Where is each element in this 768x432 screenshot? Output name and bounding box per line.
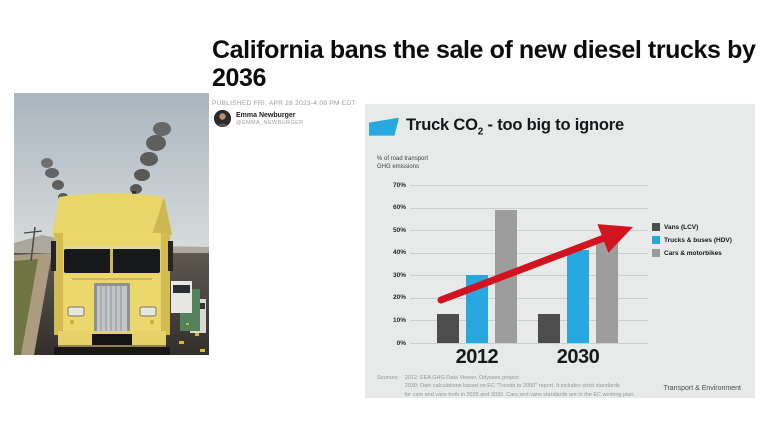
x-axis-label-2012: 2012 <box>455 346 499 368</box>
chart-credit: Transport & Environment <box>663 385 741 392</box>
bar-cars-motorbikes <box>596 236 619 343</box>
legend-swatch <box>652 223 660 231</box>
y-tick-label: 50% <box>392 226 406 234</box>
y-tick-label: 70% <box>392 181 406 189</box>
legend-row: Trucks & buses (HDV) <box>652 236 732 244</box>
sources-line-3: for cars and vans both in 2025 and 2030.… <box>404 391 635 398</box>
legend-label: Trucks & buses (HDV) <box>664 236 732 244</box>
bar-group-2012 <box>436 209 517 343</box>
chart-title-row: Truck CO2 - too big to ignore <box>369 116 624 137</box>
legend-label: Vans (LCV) <box>664 223 699 231</box>
author-handle[interactable]: @EMMA_NEWBURGER <box>236 120 304 127</box>
blue-flag-icon <box>369 117 399 136</box>
article-photo-truck <box>14 93 209 355</box>
sources-line-1: 2012: EEA GHG Data Viewer, Odyssee proje… <box>404 375 519 381</box>
truck-photo-illustration <box>14 93 209 355</box>
plot-area: 0% 10% 20% 30% 40% 50% 60% 70% 2012 2030 <box>393 182 648 368</box>
person-photo-icon <box>214 110 231 127</box>
y-axis-label-line1: % of road transport <box>377 156 429 162</box>
gridline <box>410 320 648 322</box>
gridline <box>410 185 648 186</box>
chart-title: Truck CO2 - too big to ignore <box>406 116 624 137</box>
bar-vans-lcv- <box>538 313 561 343</box>
y-tick-label: 40% <box>392 249 406 257</box>
legend-row: Vans (LCV) <box>652 223 732 231</box>
chart-sources: Sources: 2012: EEA GHG Data Viewer, Odys… <box>377 374 635 399</box>
y-tick-label: 0% <box>396 339 406 347</box>
bar-trucks-buses-hdv- <box>465 275 488 343</box>
sources-line-2: 2030: Own calculations based on EC "Tren… <box>404 383 620 390</box>
sources-lines: 2012: EEA GHG Data Viewer, Odyssee proje… <box>405 374 635 399</box>
y-tick-label: 10% <box>392 316 406 324</box>
gridline <box>410 207 648 209</box>
x-axis-label-2030: 2030 <box>556 346 600 368</box>
sources-label: Sources: <box>377 375 399 381</box>
y-axis-label: % of road transport GHG emissions <box>377 155 428 171</box>
legend-swatch <box>652 236 660 244</box>
chart-title-subscript: 2 <box>477 126 484 138</box>
emissions-chart-panel: Truck CO2 - too big to ignore % of road … <box>365 104 755 398</box>
y-tick-label: 20% <box>392 294 406 302</box>
bar-cars-motorbikes <box>494 209 517 343</box>
legend-row: Cars & motorbikes <box>652 249 732 257</box>
bar-trucks-buses-hdv- <box>567 250 590 343</box>
legend-label: Cars & motorbikes <box>664 249 722 257</box>
author-byline: Emma Newburger @EMMA_NEWBURGER <box>214 110 304 127</box>
y-tick-label: 30% <box>392 271 406 279</box>
author-avatar[interactable] <box>214 110 231 127</box>
y-axis-label-line2: GHG emissions <box>377 164 420 171</box>
chart-title-rest: - too big to ignore <box>483 116 625 134</box>
bar-vans-lcv- <box>436 313 459 343</box>
gridline <box>410 343 648 344</box>
legend-swatch <box>652 249 660 257</box>
published-timestamp: PUBLISHED FRI, APR 28 2023-4:09 PM EDT <box>212 100 356 107</box>
chart-legend: Vans (LCV) Trucks & buses (HDV) Cars & mot… <box>652 223 732 262</box>
gridline <box>410 230 648 232</box>
chart-title-text: Truck CO <box>406 116 478 134</box>
bar-group-2030 <box>538 236 619 343</box>
article-headline: California bans the sale of new diesel t… <box>212 36 756 93</box>
author-name[interactable]: Emma Newburger <box>236 111 296 119</box>
y-tick-label: 60% <box>392 204 406 212</box>
